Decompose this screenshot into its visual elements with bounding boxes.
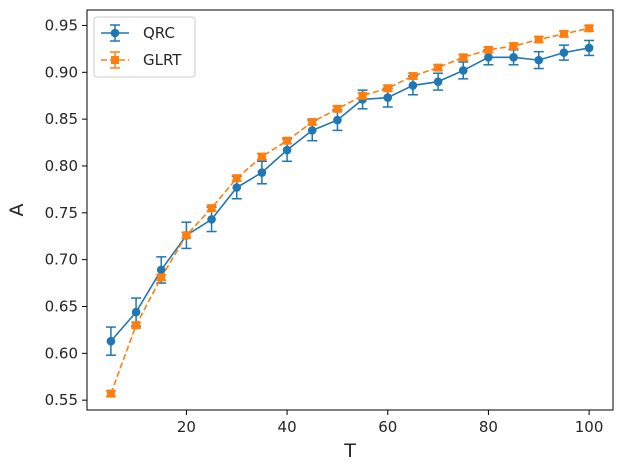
legend-box [93, 16, 196, 78]
series-line [110, 47, 590, 342]
data-point [484, 45, 493, 54]
data-point [131, 307, 141, 317]
axis-ticks: 20 40 60 80 100 0.55 0.60 0.65 0.70 0.75 0.80 0.85 0… [45, 16, 604, 436]
data-point [408, 81, 418, 90]
data-point [106, 389, 115, 398]
y-tick-label: 0.85 [45, 110, 78, 128]
data-point [257, 152, 266, 161]
y-tick-label: 0.65 [45, 297, 78, 315]
legend-label: QRC [143, 24, 175, 42]
x-tick-label: 60 [378, 418, 397, 436]
y-tick-label: 0.90 [45, 63, 78, 81]
data-point [132, 321, 141, 330]
legend-marker [111, 56, 119, 64]
plot-frame [86, 9, 614, 411]
data-point [257, 168, 267, 177]
legend-item-glrt: GLRT [101, 51, 182, 69]
data-point [534, 55, 544, 65]
data-point [232, 183, 242, 192]
series-glrt [105, 24, 595, 398]
x-tick-label: 100 [575, 418, 604, 436]
y-tick-label: 0.60 [45, 344, 78, 362]
data-point [282, 145, 292, 155]
legend-item-qrc: QRC [101, 24, 175, 42]
data-point [182, 231, 191, 240]
data-point [156, 265, 166, 275]
data-point [106, 336, 116, 346]
data-point [383, 93, 393, 102]
data-point [232, 174, 241, 183]
x-axis-label: T [343, 440, 356, 462]
series-line [110, 27, 590, 394]
data-point [559, 48, 569, 57]
data-point [308, 117, 317, 126]
y-tick-label: 0.80 [45, 157, 78, 175]
data-point [559, 29, 568, 38]
data-point [358, 91, 367, 100]
data-point [584, 43, 594, 53]
y-tick-label: 0.75 [45, 204, 78, 222]
data-point [333, 115, 342, 125]
data-point [383, 84, 392, 93]
data-point [207, 204, 216, 213]
data-point [283, 136, 292, 145]
legend: QRC GLRT [93, 16, 196, 78]
legend-label: GLRT [143, 51, 182, 69]
x-tick-label: 20 [177, 418, 196, 436]
data-point [333, 104, 342, 113]
data-point [484, 53, 493, 62]
legend-marker [110, 28, 120, 38]
x-tick-label: 40 [278, 418, 297, 436]
data-point [408, 72, 417, 81]
data-point [434, 63, 443, 72]
data-point [458, 66, 468, 75]
data-point [509, 42, 518, 51]
data-point [585, 24, 594, 33]
data-point [307, 126, 317, 135]
data-point [433, 77, 443, 86]
data-point [534, 35, 543, 44]
data-series [105, 24, 595, 398]
y-axis-label: A [6, 204, 28, 217]
series-qrc [105, 39, 595, 356]
data-point [459, 53, 468, 62]
y-tick-label: 0.95 [45, 16, 78, 34]
data-point [207, 215, 216, 224]
y-tick-label: 0.70 [45, 251, 78, 269]
data-point [157, 273, 166, 282]
y-tick-label: 0.55 [45, 391, 78, 409]
x-tick-label: 80 [479, 418, 498, 436]
data-point [509, 53, 518, 62]
